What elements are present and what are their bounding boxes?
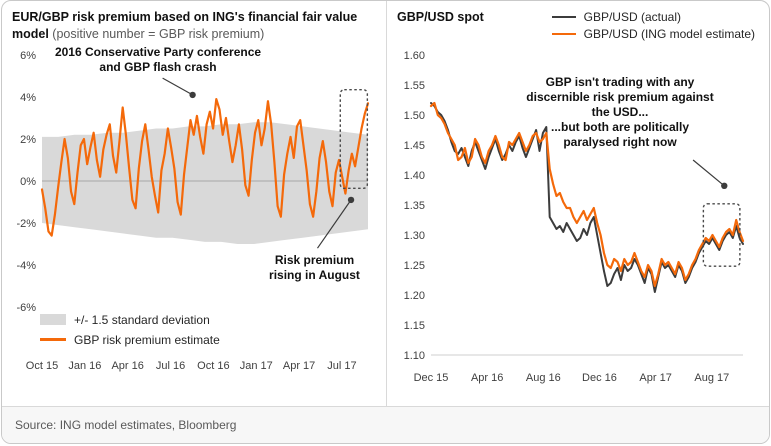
pointer-line-0 bbox=[162, 77, 193, 96]
pointer-dot-0 bbox=[721, 182, 728, 189]
right-legend: GBP/USD (actual) GBP/USD (ING model esti… bbox=[551, 9, 759, 41]
pointer-dot-0 bbox=[189, 91, 196, 98]
left-panel-title: EUR/GBP risk premium based on ING's fina… bbox=[12, 9, 376, 43]
pointer-line-1 bbox=[316, 199, 352, 249]
legend-item-band: +/- 1.5 standard deviation bbox=[40, 313, 220, 327]
legend-item-estimate: GBP risk premium estimate bbox=[40, 333, 220, 347]
y-tick-label: 2% bbox=[20, 134, 36, 146]
y-tick-label: 4% bbox=[20, 92, 36, 104]
y-tick-label: 1.20 bbox=[404, 290, 425, 302]
right-panel-title: GBP/USD spot bbox=[397, 10, 484, 24]
annotation-flash-crash: 2016 Conservative Party conference and G… bbox=[54, 44, 262, 74]
legend-label-actual: GBP/USD (actual) bbox=[583, 10, 681, 24]
y-tick-label: -6% bbox=[16, 302, 36, 314]
x-tick-label: Apr 17 bbox=[283, 360, 315, 372]
right-chart-area: 1.60 1.55 1.50 1.45 1.40 1.35 1.30 1.25 1.20 1.15… bbox=[397, 49, 759, 393]
highlight-rect bbox=[702, 203, 741, 267]
x-tick-label: Dec 15 bbox=[414, 372, 449, 384]
x-tick-label: Oct 15 bbox=[26, 360, 58, 372]
x-tick-label: Jan 16 bbox=[68, 360, 101, 372]
x-tick-label: Jul 17 bbox=[327, 360, 356, 372]
model-line-swatch bbox=[551, 32, 576, 36]
right-panel-header: GBP/USD spot GBP/USD (actual) GBP/USD (I… bbox=[397, 9, 759, 49]
y-tick-label: 1.55 bbox=[404, 80, 425, 92]
y-tick-label: 0% bbox=[20, 176, 36, 188]
highlight-rect bbox=[339, 88, 369, 189]
y-tick-label: 1.60 bbox=[404, 50, 425, 62]
series-line-1 bbox=[429, 101, 745, 288]
source-text: Source: ING model estimates, Bloomberg bbox=[15, 418, 237, 432]
y-tick-label: 1.15 bbox=[404, 320, 425, 332]
annotation-gbp-usd: GBP isn't trading with any discernible r… bbox=[525, 75, 715, 150]
left-chart-svg: 6% 4% 2% 0% -2% -4% -6% Oct 15 Jan 16 Apr 16 Jul 1… bbox=[16, 50, 370, 372]
y-tick-label: 1.25 bbox=[404, 260, 425, 272]
legend-item-actual: GBP/USD (actual) bbox=[551, 10, 755, 24]
x-tick-label: Aug 17 bbox=[694, 372, 729, 384]
band-swatch bbox=[40, 314, 66, 326]
legend-item-model: GBP/USD (ING model estimate) bbox=[551, 27, 755, 41]
left-panel: EUR/GBP risk premium based on ING's fina… bbox=[2, 1, 386, 406]
y-tick-label: 6% bbox=[20, 50, 36, 62]
y-tick-label: 1.50 bbox=[404, 110, 425, 122]
y-tick-label: -4% bbox=[16, 260, 36, 272]
legend-label-estimate: GBP risk premium estimate bbox=[74, 332, 220, 347]
left-chart-area: 6% 4% 2% 0% -2% -4% -6% Oct 15 Jan 16 Apr 16 Jul 1… bbox=[12, 43, 376, 377]
pointer-dot-1 bbox=[347, 196, 355, 203]
right-chart-svg: 1.60 1.55 1.50 1.45 1.40 1.35 1.30 1.25 1.20 1.15… bbox=[404, 50, 745, 384]
legend-label-model: GBP/USD (ING model estimate) bbox=[583, 27, 755, 41]
y-tick-label: -2% bbox=[16, 218, 36, 230]
y-tick-label: 1.35 bbox=[404, 200, 425, 212]
y-tick-label: 1.10 bbox=[404, 350, 425, 362]
x-tick-label: Apr 16 bbox=[111, 360, 143, 372]
x-tick-label: Aug 16 bbox=[526, 372, 561, 384]
x-tick-label: Jul 16 bbox=[156, 360, 185, 372]
x-tick-label: Apr 17 bbox=[639, 372, 671, 384]
annotation-gbp-usd-line2: ...but both are politically paralysed ri… bbox=[550, 120, 689, 149]
y-tick-label: 1.40 bbox=[404, 170, 425, 182]
x-tick-label: Jan 17 bbox=[240, 360, 273, 372]
series-line-0 bbox=[40, 97, 370, 237]
actual-line-swatch bbox=[551, 15, 576, 19]
legend-label-band: +/- 1.5 standard deviation bbox=[74, 312, 210, 327]
annotation-august: Risk premium rising in August bbox=[269, 252, 360, 282]
right-panel: GBP/USD spot GBP/USD (actual) GBP/USD (I… bbox=[386, 1, 769, 406]
left-legend: +/- 1.5 standard deviation GBP risk prem… bbox=[40, 313, 220, 347]
annotation-gbp-usd-line1: GBP isn't trading with any discernible r… bbox=[526, 75, 714, 119]
x-tick-label: Oct 16 bbox=[197, 360, 229, 372]
source-footer: Source: ING model estimates, Bloomberg bbox=[2, 406, 769, 443]
x-tick-label: Apr 16 bbox=[471, 372, 503, 384]
estimate-line-swatch bbox=[40, 338, 66, 342]
x-tick-label: Dec 16 bbox=[582, 372, 617, 384]
y-tick-label: 1.30 bbox=[404, 230, 425, 242]
left-title-bold: EUR/GBP risk premium based on ING's fina… bbox=[12, 10, 358, 41]
pointer-line-0 bbox=[692, 159, 725, 187]
left-title-note: (positive number = GBP risk premium) bbox=[52, 26, 265, 41]
y-tick-label: 1.45 bbox=[404, 140, 425, 152]
charts-row: EUR/GBP risk premium based on ING's fina… bbox=[2, 1, 769, 406]
